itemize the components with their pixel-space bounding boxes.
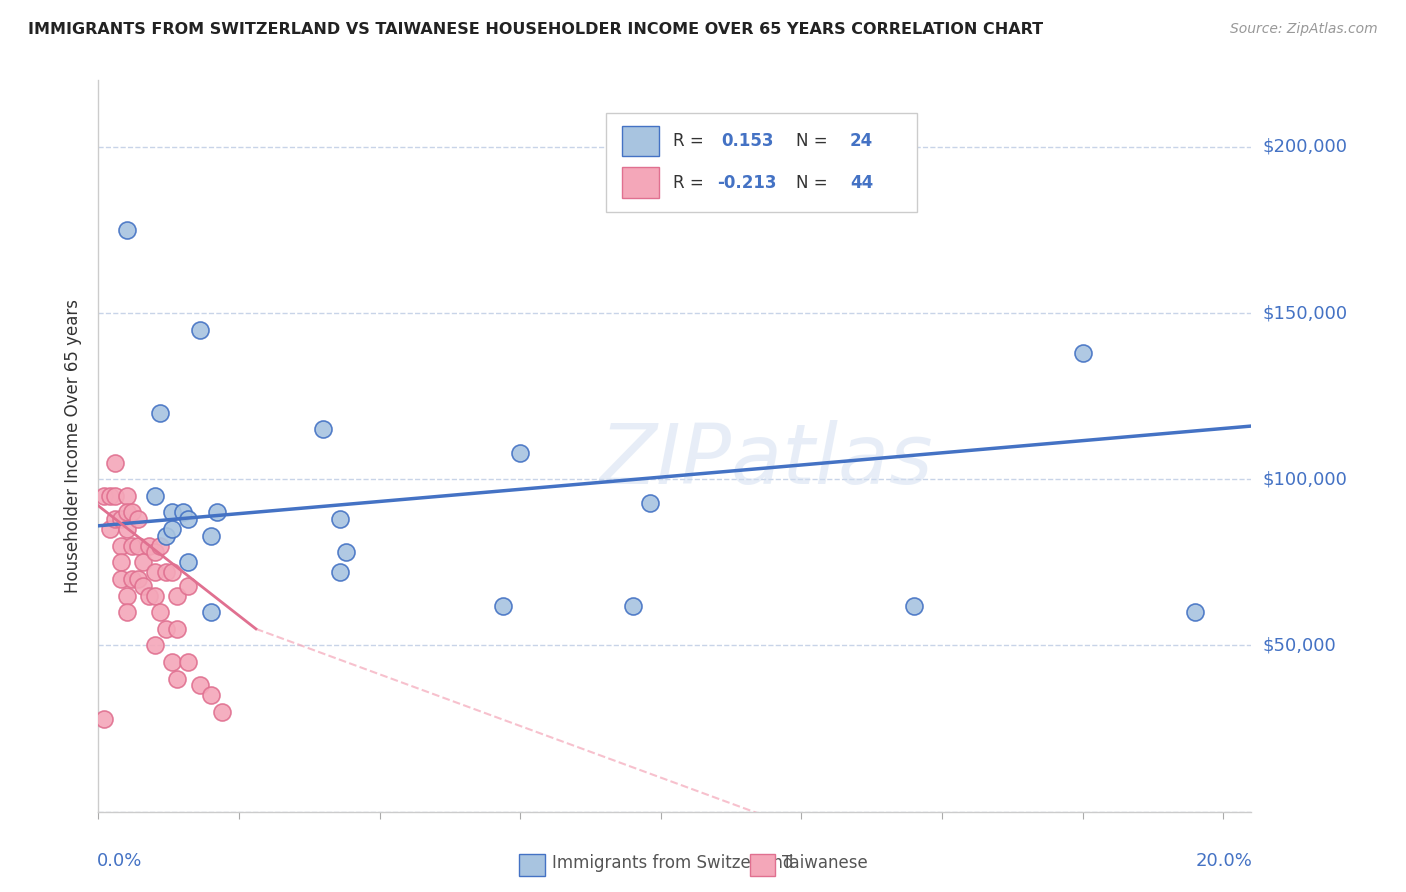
Text: 0.153: 0.153 (721, 132, 773, 150)
Text: R =: R = (672, 132, 703, 150)
Point (200, 605, 222, 619)
Point (115, 605, 138, 619)
Text: N =: N = (796, 132, 828, 150)
Text: $100,000: $100,000 (1263, 470, 1348, 488)
FancyBboxPatch shape (621, 168, 659, 198)
Point (115, 223, 138, 237)
Point (155, 622, 177, 636)
Point (172, 506, 194, 520)
Point (177, 655, 200, 669)
Point (127, 572, 149, 586)
FancyBboxPatch shape (519, 855, 544, 876)
Point (166, 622, 188, 636)
Point (115, 522, 138, 536)
Point (492, 599, 515, 613)
Point (143, 566, 166, 580)
Text: -0.213: -0.213 (717, 174, 778, 192)
Text: 24: 24 (851, 132, 873, 150)
Text: 20.0%: 20.0% (1195, 852, 1253, 870)
Point (211, 705, 233, 719)
Point (138, 589, 160, 603)
Text: Source: ZipAtlas.com: Source: ZipAtlas.com (1230, 22, 1378, 37)
FancyBboxPatch shape (749, 855, 775, 876)
Text: $150,000: $150,000 (1263, 304, 1348, 322)
Point (638, 495, 661, 509)
Point (143, 489, 166, 503)
Point (155, 529, 177, 543)
Point (121, 539, 143, 553)
Text: $50,000: $50,000 (1263, 637, 1337, 655)
Point (200, 529, 222, 543)
Point (177, 512, 200, 526)
Text: 44: 44 (851, 174, 873, 192)
Point (1184, 605, 1206, 619)
Point (1071, 346, 1094, 360)
Point (115, 489, 138, 503)
Point (93, 712, 115, 726)
Text: 0.0%: 0.0% (97, 852, 142, 870)
Point (104, 489, 127, 503)
Point (127, 512, 149, 526)
Point (329, 566, 352, 580)
Point (143, 545, 166, 559)
Point (329, 512, 352, 526)
Point (188, 323, 211, 337)
Text: R =: R = (672, 174, 703, 192)
Point (110, 555, 132, 569)
Point (104, 512, 127, 526)
Point (93, 489, 115, 503)
Point (138, 539, 160, 553)
Point (188, 678, 211, 692)
Point (110, 512, 132, 526)
Point (205, 506, 228, 520)
Point (335, 545, 357, 559)
Point (115, 589, 138, 603)
Point (177, 555, 200, 569)
Point (166, 672, 188, 686)
Point (127, 539, 149, 553)
Point (143, 639, 166, 653)
Point (110, 539, 132, 553)
Point (312, 422, 335, 436)
Text: Taiwanese: Taiwanese (782, 854, 868, 871)
Point (149, 605, 172, 619)
Point (132, 579, 155, 593)
Point (121, 506, 143, 520)
Text: ZIPatlas: ZIPatlas (600, 420, 934, 501)
Point (160, 655, 183, 669)
Text: $200,000: $200,000 (1263, 137, 1348, 156)
Point (166, 589, 188, 603)
Y-axis label: Householder Income Over 65 years: Householder Income Over 65 years (65, 299, 83, 593)
Point (110, 572, 132, 586)
FancyBboxPatch shape (606, 113, 917, 212)
Point (160, 506, 183, 520)
Point (621, 599, 644, 613)
Point (121, 572, 143, 586)
Point (115, 506, 138, 520)
Text: IMMIGRANTS FROM SWITZERLAND VS TAIWANESE HOUSEHOLDER INCOME OVER 65 YEARS CORREL: IMMIGRANTS FROM SWITZERLAND VS TAIWANESE… (28, 22, 1043, 37)
Point (160, 566, 183, 580)
Point (149, 406, 172, 420)
Point (98, 489, 121, 503)
Point (177, 579, 200, 593)
Point (200, 689, 222, 703)
Point (98, 522, 121, 536)
Point (149, 539, 172, 553)
Point (155, 566, 177, 580)
Point (143, 589, 166, 603)
FancyBboxPatch shape (621, 126, 659, 156)
Point (903, 599, 925, 613)
Point (132, 555, 155, 569)
Point (509, 445, 531, 459)
Point (104, 456, 127, 470)
Point (160, 522, 183, 536)
Text: Immigrants from Switzerland: Immigrants from Switzerland (551, 854, 793, 871)
Text: N =: N = (796, 174, 828, 192)
